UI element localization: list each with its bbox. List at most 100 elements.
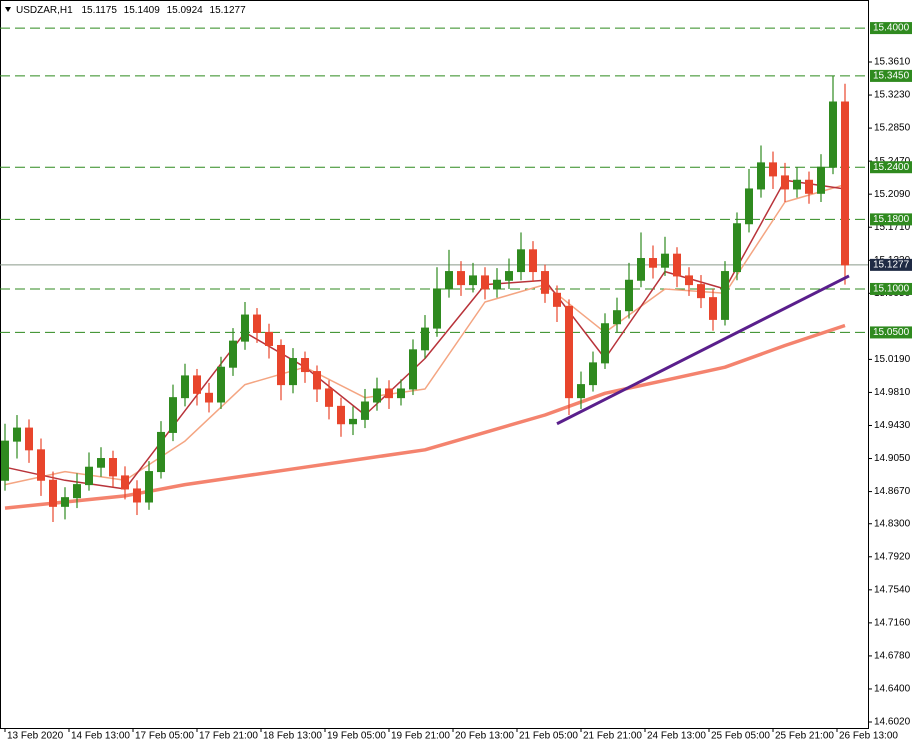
x-tick-label: 19 Feb 05:00 xyxy=(327,731,386,742)
candle-body xyxy=(589,362,597,386)
candle-body xyxy=(337,405,345,425)
x-tick-label: 18 Feb 13:00 xyxy=(263,731,322,742)
x-tick-label: 26 Feb 13:00 xyxy=(839,731,898,742)
candle-body xyxy=(1,440,9,481)
candle-body xyxy=(517,249,525,273)
candle-body xyxy=(757,162,765,190)
candle-body xyxy=(13,427,21,442)
candle-body xyxy=(181,375,189,399)
candle-body xyxy=(109,458,117,477)
y-tick-label: 14.6020 xyxy=(874,717,911,728)
plot-frame xyxy=(0,0,869,729)
candle-body xyxy=(805,179,813,194)
candle-body xyxy=(625,279,633,312)
level-label: 15.3450 xyxy=(873,71,910,82)
candle-body xyxy=(661,253,669,268)
candle-body xyxy=(229,340,237,368)
candle-body xyxy=(25,427,33,451)
y-tick-label: 15.3230 xyxy=(874,90,911,101)
x-tick-label: 17 Feb 05:00 xyxy=(135,731,194,742)
candle-body xyxy=(205,392,213,403)
y-tick-label: 15.2850 xyxy=(874,123,911,134)
candle-body xyxy=(433,288,441,329)
candle-body xyxy=(565,305,573,399)
candle-body xyxy=(745,188,753,225)
candle-body xyxy=(541,271,549,294)
symbol: USDZAR,H1 xyxy=(16,5,73,16)
level-label-box xyxy=(870,161,912,174)
y-tick-label: 15.1710 xyxy=(874,222,911,233)
level-label-box xyxy=(870,282,912,295)
candle-body xyxy=(553,292,561,307)
candle-body xyxy=(613,310,621,325)
candle-body xyxy=(289,358,297,386)
candle-body xyxy=(529,249,537,273)
level-label-box xyxy=(870,69,912,82)
candle-body xyxy=(505,271,513,281)
x-tick-label: 25 Feb 21:00 xyxy=(775,731,834,742)
candle-body xyxy=(397,388,405,399)
candle-body xyxy=(793,179,801,190)
candle-body xyxy=(73,484,81,499)
candle-body xyxy=(97,458,105,468)
candle-body xyxy=(781,175,789,190)
x-tick-label: 21 Feb 21:00 xyxy=(583,731,642,742)
candle-body xyxy=(481,275,489,290)
y-tick-label: 14.9050 xyxy=(874,453,911,464)
y-tick-label: 14.7160 xyxy=(874,618,911,629)
candle-body xyxy=(577,384,585,399)
header: USDZAR,H1 15.1175 15.1409 15.0924 15.127… xyxy=(16,5,246,16)
candle-body xyxy=(709,297,717,320)
candle-body xyxy=(673,253,681,277)
candle-body xyxy=(265,331,273,346)
level-label: 15.1000 xyxy=(873,284,910,295)
candle-body xyxy=(769,162,777,177)
candle-body xyxy=(325,388,333,407)
candle-body xyxy=(841,101,849,266)
candle-body xyxy=(457,271,465,286)
x-tick-label: 24 Feb 13:00 xyxy=(647,731,706,742)
candle-body xyxy=(145,471,153,503)
candle-body xyxy=(217,366,225,403)
level-label-box xyxy=(870,22,912,35)
candle-body xyxy=(37,449,45,481)
level-label: 15.2400 xyxy=(873,162,910,173)
candle-body xyxy=(193,375,201,394)
candle-body xyxy=(721,271,729,320)
candle-body xyxy=(409,349,417,390)
candle-body xyxy=(253,314,261,333)
current-price-label: 15.1277 xyxy=(873,260,910,271)
symbol-icon xyxy=(5,7,11,12)
x-tick-label: 21 Feb 05:00 xyxy=(519,731,578,742)
y-tick-label: 14.7540 xyxy=(874,584,911,595)
y-tick-label: 15.3610 xyxy=(874,57,911,68)
candle-body xyxy=(49,479,57,507)
y-tick-label: 14.9430 xyxy=(874,420,911,431)
candle-body xyxy=(301,358,309,373)
x-tick-label: 20 Feb 13:00 xyxy=(455,731,514,742)
y-tick-label: 14.8300 xyxy=(874,518,911,529)
candle-body xyxy=(277,344,285,386)
candle-body xyxy=(133,488,141,503)
candle-body xyxy=(817,166,825,194)
x-tick-label: 19 Feb 21:00 xyxy=(391,731,450,742)
candle-body xyxy=(85,466,93,486)
candle-body xyxy=(373,388,381,403)
candle-body xyxy=(349,418,357,425)
candle-body xyxy=(385,388,393,399)
candle-body xyxy=(493,279,501,290)
x-tick-label: 13 Feb 2020 xyxy=(7,731,64,742)
candle-body xyxy=(121,475,129,490)
header-close: 15.1277 xyxy=(210,5,247,16)
y-tick-label: 14.9810 xyxy=(874,387,911,398)
x-tick-label: 17 Feb 21:00 xyxy=(199,731,258,742)
candle-body xyxy=(829,101,837,168)
header-high: 15.1409 xyxy=(124,5,161,16)
candle-body xyxy=(649,258,657,268)
level-label: 15.4000 xyxy=(873,23,910,34)
candle-body xyxy=(421,327,429,351)
current-price-box xyxy=(870,258,912,271)
header-low: 15.0924 xyxy=(167,5,204,16)
candle-body xyxy=(685,275,693,286)
